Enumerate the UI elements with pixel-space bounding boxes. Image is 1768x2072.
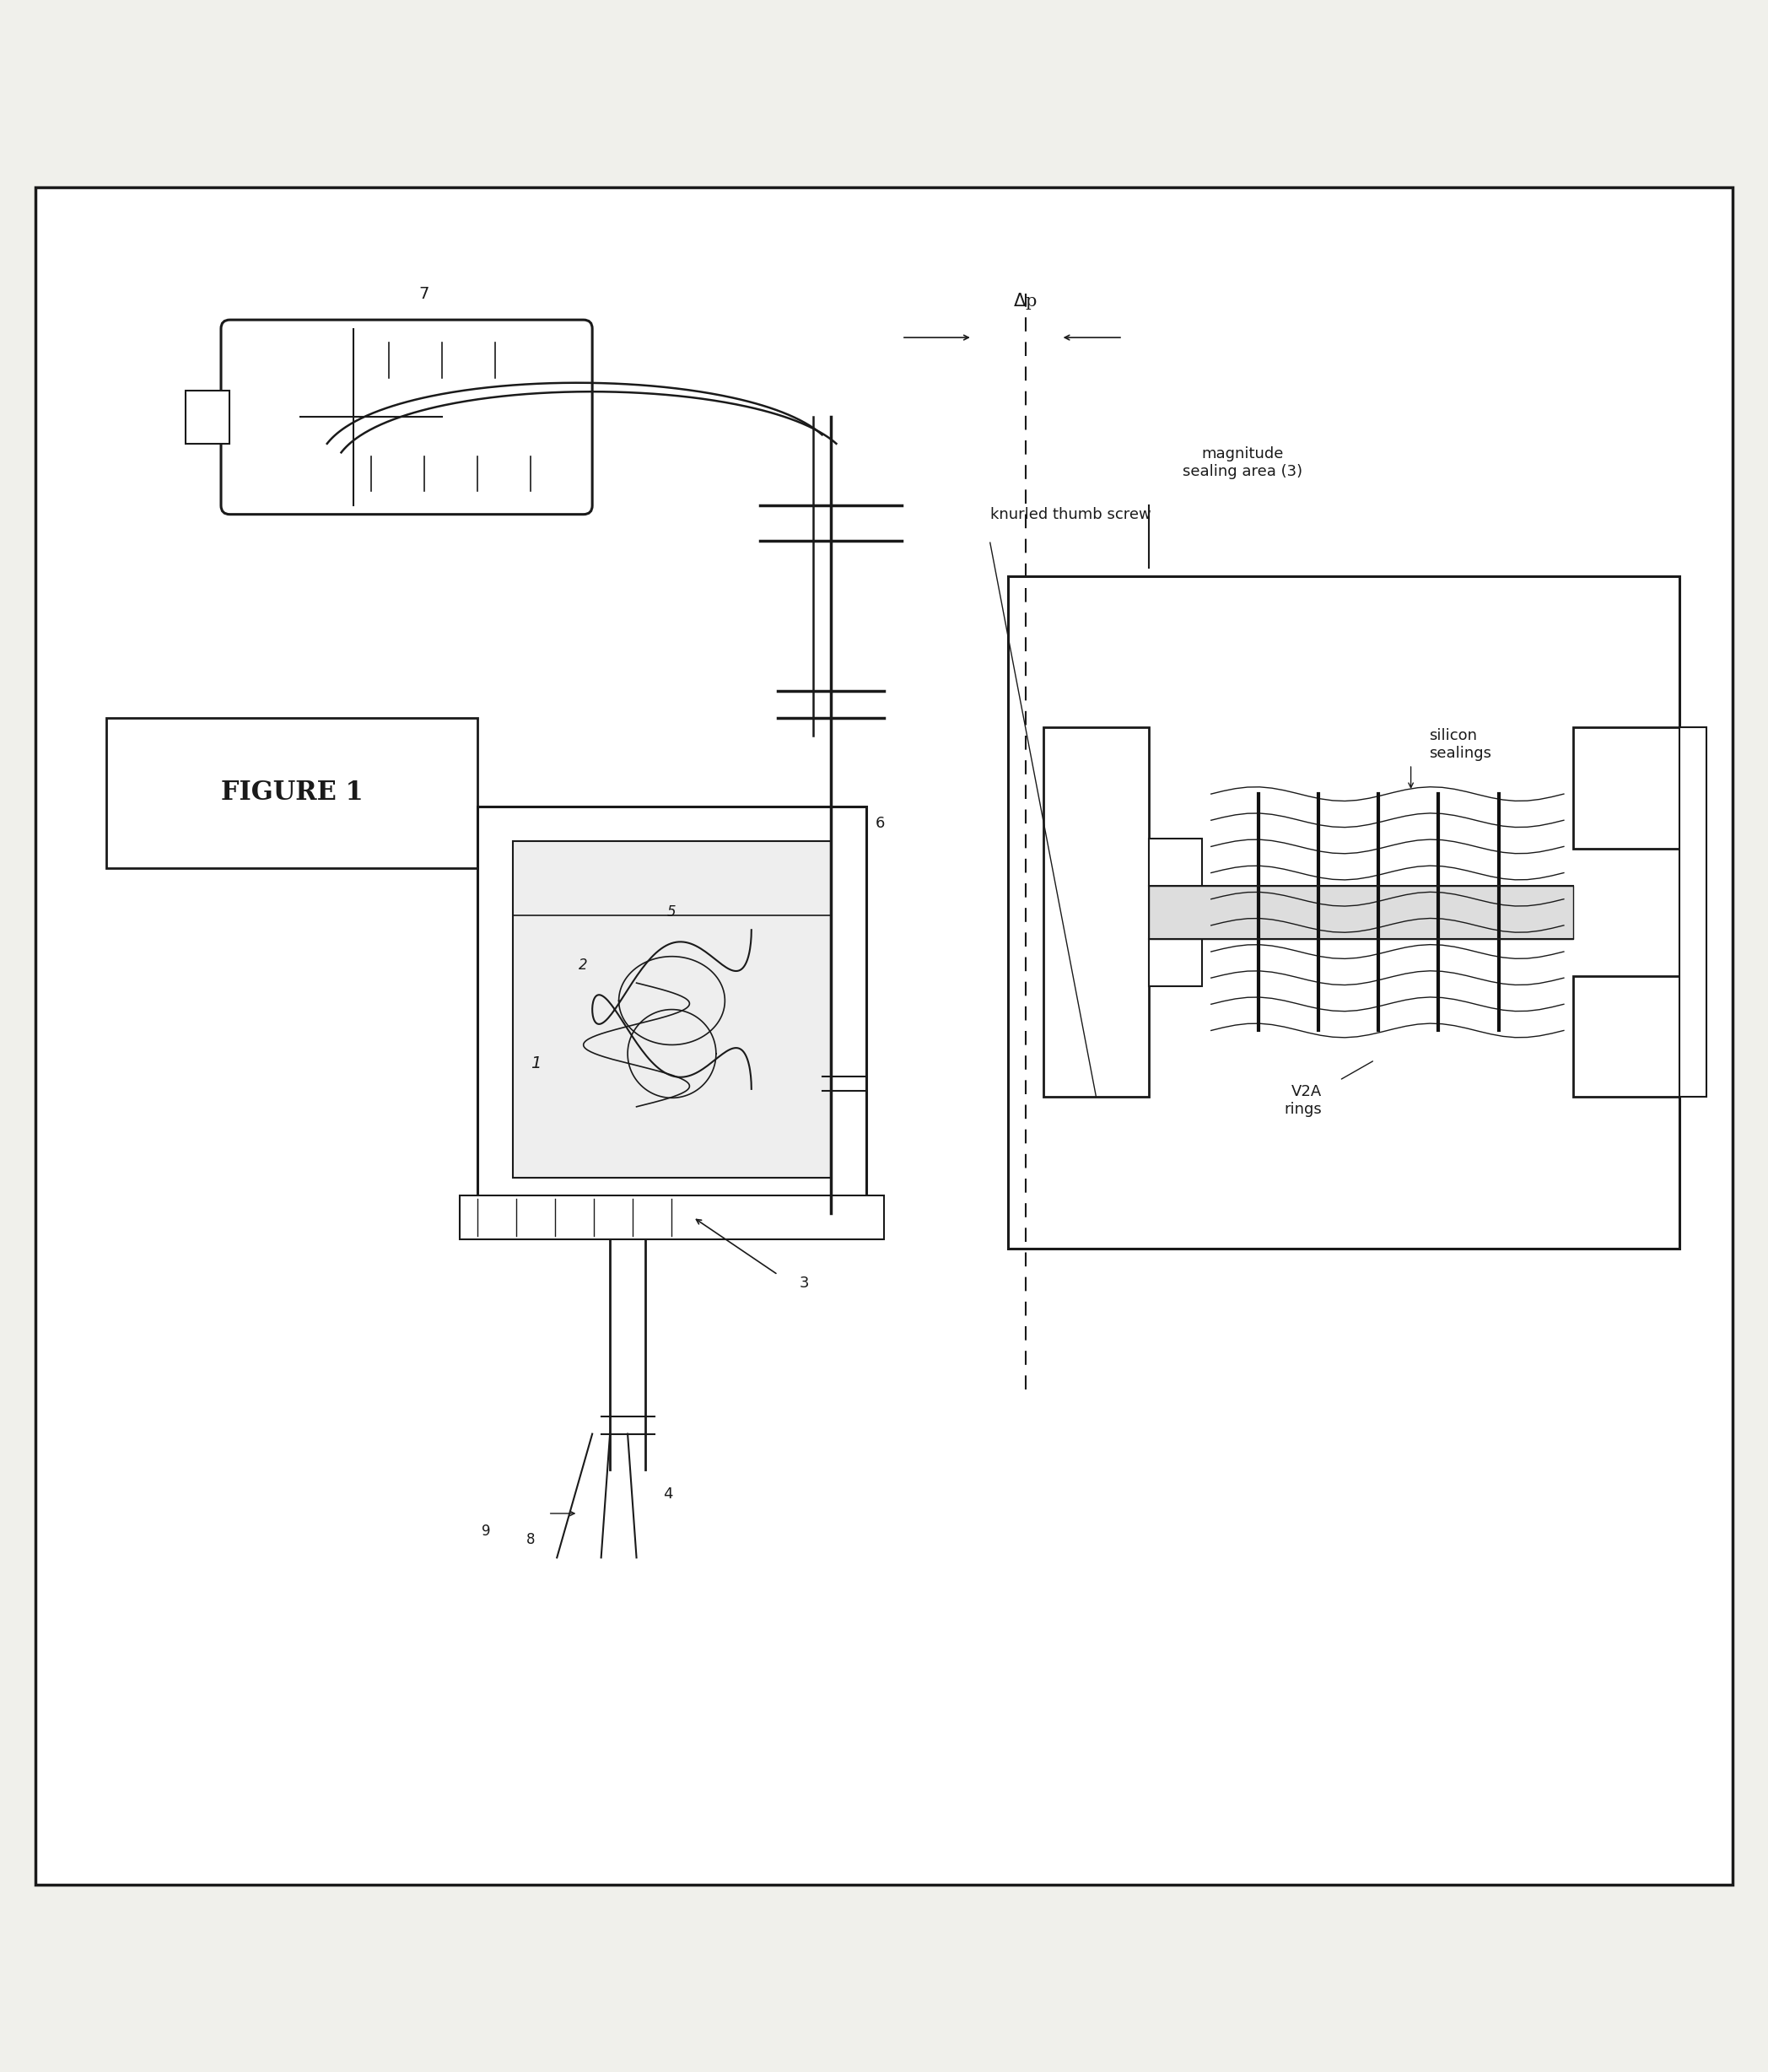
Text: magnitude
sealing area (3): magnitude sealing area (3) <box>1183 445 1303 479</box>
Text: 1: 1 <box>530 1055 541 1071</box>
FancyBboxPatch shape <box>477 806 866 1212</box>
Text: FIGURE 1: FIGURE 1 <box>221 779 362 806</box>
Text: V2A
rings: V2A rings <box>1284 1084 1322 1117</box>
FancyBboxPatch shape <box>1149 885 1574 939</box>
FancyBboxPatch shape <box>35 186 1733 1886</box>
FancyBboxPatch shape <box>221 319 592 514</box>
Text: knurled thumb screw: knurled thumb screw <box>990 508 1151 522</box>
FancyBboxPatch shape <box>1680 727 1706 1096</box>
FancyBboxPatch shape <box>186 392 230 443</box>
FancyBboxPatch shape <box>513 841 831 1177</box>
Text: 7: 7 <box>419 286 430 303</box>
Text: 4: 4 <box>663 1488 672 1502</box>
FancyBboxPatch shape <box>1574 976 1680 1096</box>
FancyBboxPatch shape <box>106 717 477 868</box>
Text: 9: 9 <box>481 1523 492 1539</box>
Text: silicon
sealings: silicon sealings <box>1429 727 1490 760</box>
Text: 5: 5 <box>667 905 677 920</box>
FancyBboxPatch shape <box>1149 839 1202 986</box>
Text: 8: 8 <box>525 1533 536 1548</box>
FancyBboxPatch shape <box>1043 727 1149 1096</box>
FancyBboxPatch shape <box>1008 576 1680 1247</box>
Text: 6: 6 <box>875 816 884 831</box>
FancyBboxPatch shape <box>460 1196 884 1239</box>
FancyBboxPatch shape <box>1574 727 1680 847</box>
Text: $\Delta$p: $\Delta$p <box>1013 290 1038 311</box>
Text: 2: 2 <box>578 957 589 974</box>
Text: 3: 3 <box>799 1276 808 1291</box>
